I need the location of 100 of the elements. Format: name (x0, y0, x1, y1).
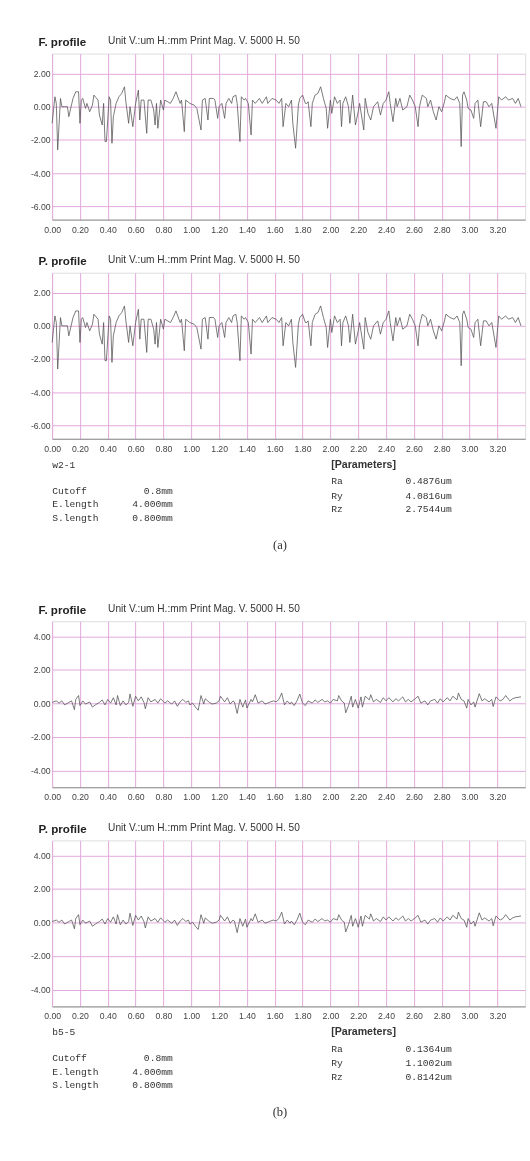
x-tick-label: 0.40 (99, 1011, 117, 1022)
text: [Parameters] (331, 1025, 396, 1038)
x-tick-label: 1.20 (211, 1011, 229, 1022)
x-tick-label: 2.20 (350, 792, 368, 803)
x-tick-label: 2.20 (350, 443, 368, 454)
text: Rz (331, 1071, 343, 1083)
y-tick-label: -2.00 (30, 732, 51, 743)
text: 1.1002um (405, 1058, 452, 1070)
x-tick-label: 2.00 (322, 443, 340, 454)
text: E.length (52, 499, 99, 511)
chart-subtitle: Unit V.:um H.:mm Print Mag. V. 5000 H. 50 (108, 602, 301, 614)
text: 0.8mm (143, 1053, 174, 1065)
text: Ry (331, 490, 343, 502)
x-tick-label: 1.00 (183, 1011, 201, 1022)
chart-subtitle: Unit V.:um H.:mm Print Mag. V. 5000 H. 50 (108, 821, 301, 833)
x-tick-label: 0.60 (127, 443, 145, 454)
y-tick-label: 2.00 (33, 288, 51, 299)
text: S.length (52, 512, 99, 524)
text: (b) (272, 1105, 288, 1120)
x-tick-label: 2.60 (405, 224, 423, 235)
x-tick-label: 0.20 (71, 1011, 90, 1022)
chart-title: P. profile (38, 255, 88, 268)
x-tick-label: 0.20 (71, 792, 90, 803)
x-tick-label: 1.40 (238, 443, 257, 454)
text: Cutoff (52, 485, 88, 497)
x-tick-label: 1.00 (183, 792, 201, 803)
x-tick-label: 3.20 (489, 224, 507, 235)
x-tick-label: 1.60 (266, 792, 284, 803)
x-tick-label: 0.40 (99, 443, 117, 454)
text: w2-1 (52, 459, 76, 471)
y-tick-label: -6.00 (30, 201, 51, 212)
text: b5-5 (52, 1027, 76, 1039)
x-tick-label: 0.40 (99, 792, 117, 803)
x-tick-label: 0.80 (155, 1011, 173, 1022)
y-tick-label: -4.00 (30, 985, 51, 996)
chart-title: F. profile (38, 35, 87, 48)
text: 0.800mm (132, 1080, 174, 1092)
text: 0.1364um (405, 1043, 452, 1055)
x-tick-label: 1.40 (238, 224, 257, 235)
x-tick-label: 0.60 (127, 1011, 145, 1022)
chart-title: P. profile (38, 822, 88, 835)
x-tick-label: 1.60 (266, 443, 284, 454)
y-tick-label: -2.00 (30, 135, 51, 146)
x-tick-label: 1.00 (183, 224, 201, 235)
x-tick-label: 0.20 (71, 443, 90, 454)
x-tick-label: 2.00 (322, 1011, 340, 1022)
line-series (51, 911, 522, 934)
chart-subtitle: Unit V.:um H.:mm Print Mag. V. 5000 H. 50 (108, 34, 301, 46)
y-tick-label: 2.00 (33, 665, 51, 676)
y-tick-label: 0.00 (33, 917, 51, 928)
text: Cutoff (52, 1053, 88, 1065)
x-tick-label: 0.60 (127, 792, 145, 803)
text: [Parameters] (331, 457, 396, 470)
text: (a) (272, 537, 287, 552)
y-tick-label: -4.00 (30, 168, 51, 179)
x-tick-label: 1.60 (266, 224, 284, 235)
x-tick-label: 2.60 (405, 1011, 423, 1022)
y-tick-label: -4.00 (30, 765, 51, 776)
text: S.length (52, 1080, 99, 1092)
x-tick-label: 3.20 (489, 792, 507, 803)
y-tick-label: 2.00 (33, 68, 51, 79)
x-tick-label: 0.40 (99, 224, 117, 235)
x-tick-label: 0.00 (44, 224, 62, 235)
x-tick-label: 3.00 (461, 443, 479, 454)
x-tick-label: 2.00 (322, 224, 340, 235)
x-tick-label: 2.60 (405, 792, 423, 803)
x-tick-label: 2.80 (433, 443, 451, 454)
text: 0.8142um (405, 1071, 452, 1083)
y-tick-label: -6.00 (30, 420, 51, 431)
x-tick-label: 0.60 (127, 224, 145, 235)
x-tick-label: 2.20 (350, 224, 368, 235)
x-tick-label: 1.80 (294, 443, 312, 454)
x-tick-label: 2.80 (433, 224, 451, 235)
x-tick-label: 2.80 (433, 792, 451, 803)
x-tick-label: 2.20 (350, 1011, 368, 1022)
y-tick-label: -2.00 (30, 951, 51, 962)
text: E.length (52, 1066, 99, 1078)
text: 4.000mm (132, 499, 174, 511)
y-tick-label: 0.00 (33, 321, 51, 332)
y-tick-label: -2.00 (30, 354, 51, 365)
line-series (51, 86, 522, 151)
x-tick-label: 2.40 (378, 224, 396, 235)
x-tick-label: 2.40 (378, 1011, 396, 1022)
x-tick-label: 0.00 (44, 443, 62, 454)
x-tick-label: 2.80 (433, 1011, 451, 1022)
y-tick-label: 4.00 (33, 850, 51, 861)
x-tick-label: 1.20 (211, 224, 229, 235)
y-tick-label: 0.00 (33, 102, 51, 113)
y-tick-label: -4.00 (30, 387, 51, 398)
x-tick-label: 1.40 (238, 792, 257, 803)
x-tick-label: 1.20 (211, 443, 229, 454)
text: 4.0816um (405, 490, 452, 502)
x-tick-label: 3.00 (461, 224, 479, 235)
text: 0.4876um (405, 476, 452, 488)
x-tick-label: 2.40 (378, 792, 396, 803)
line-series (51, 692, 522, 714)
chart-title: F. profile (38, 603, 87, 616)
text: 2.7544um (405, 504, 452, 516)
text: Ra (331, 1043, 343, 1055)
x-tick-label: 1.80 (294, 1011, 312, 1022)
